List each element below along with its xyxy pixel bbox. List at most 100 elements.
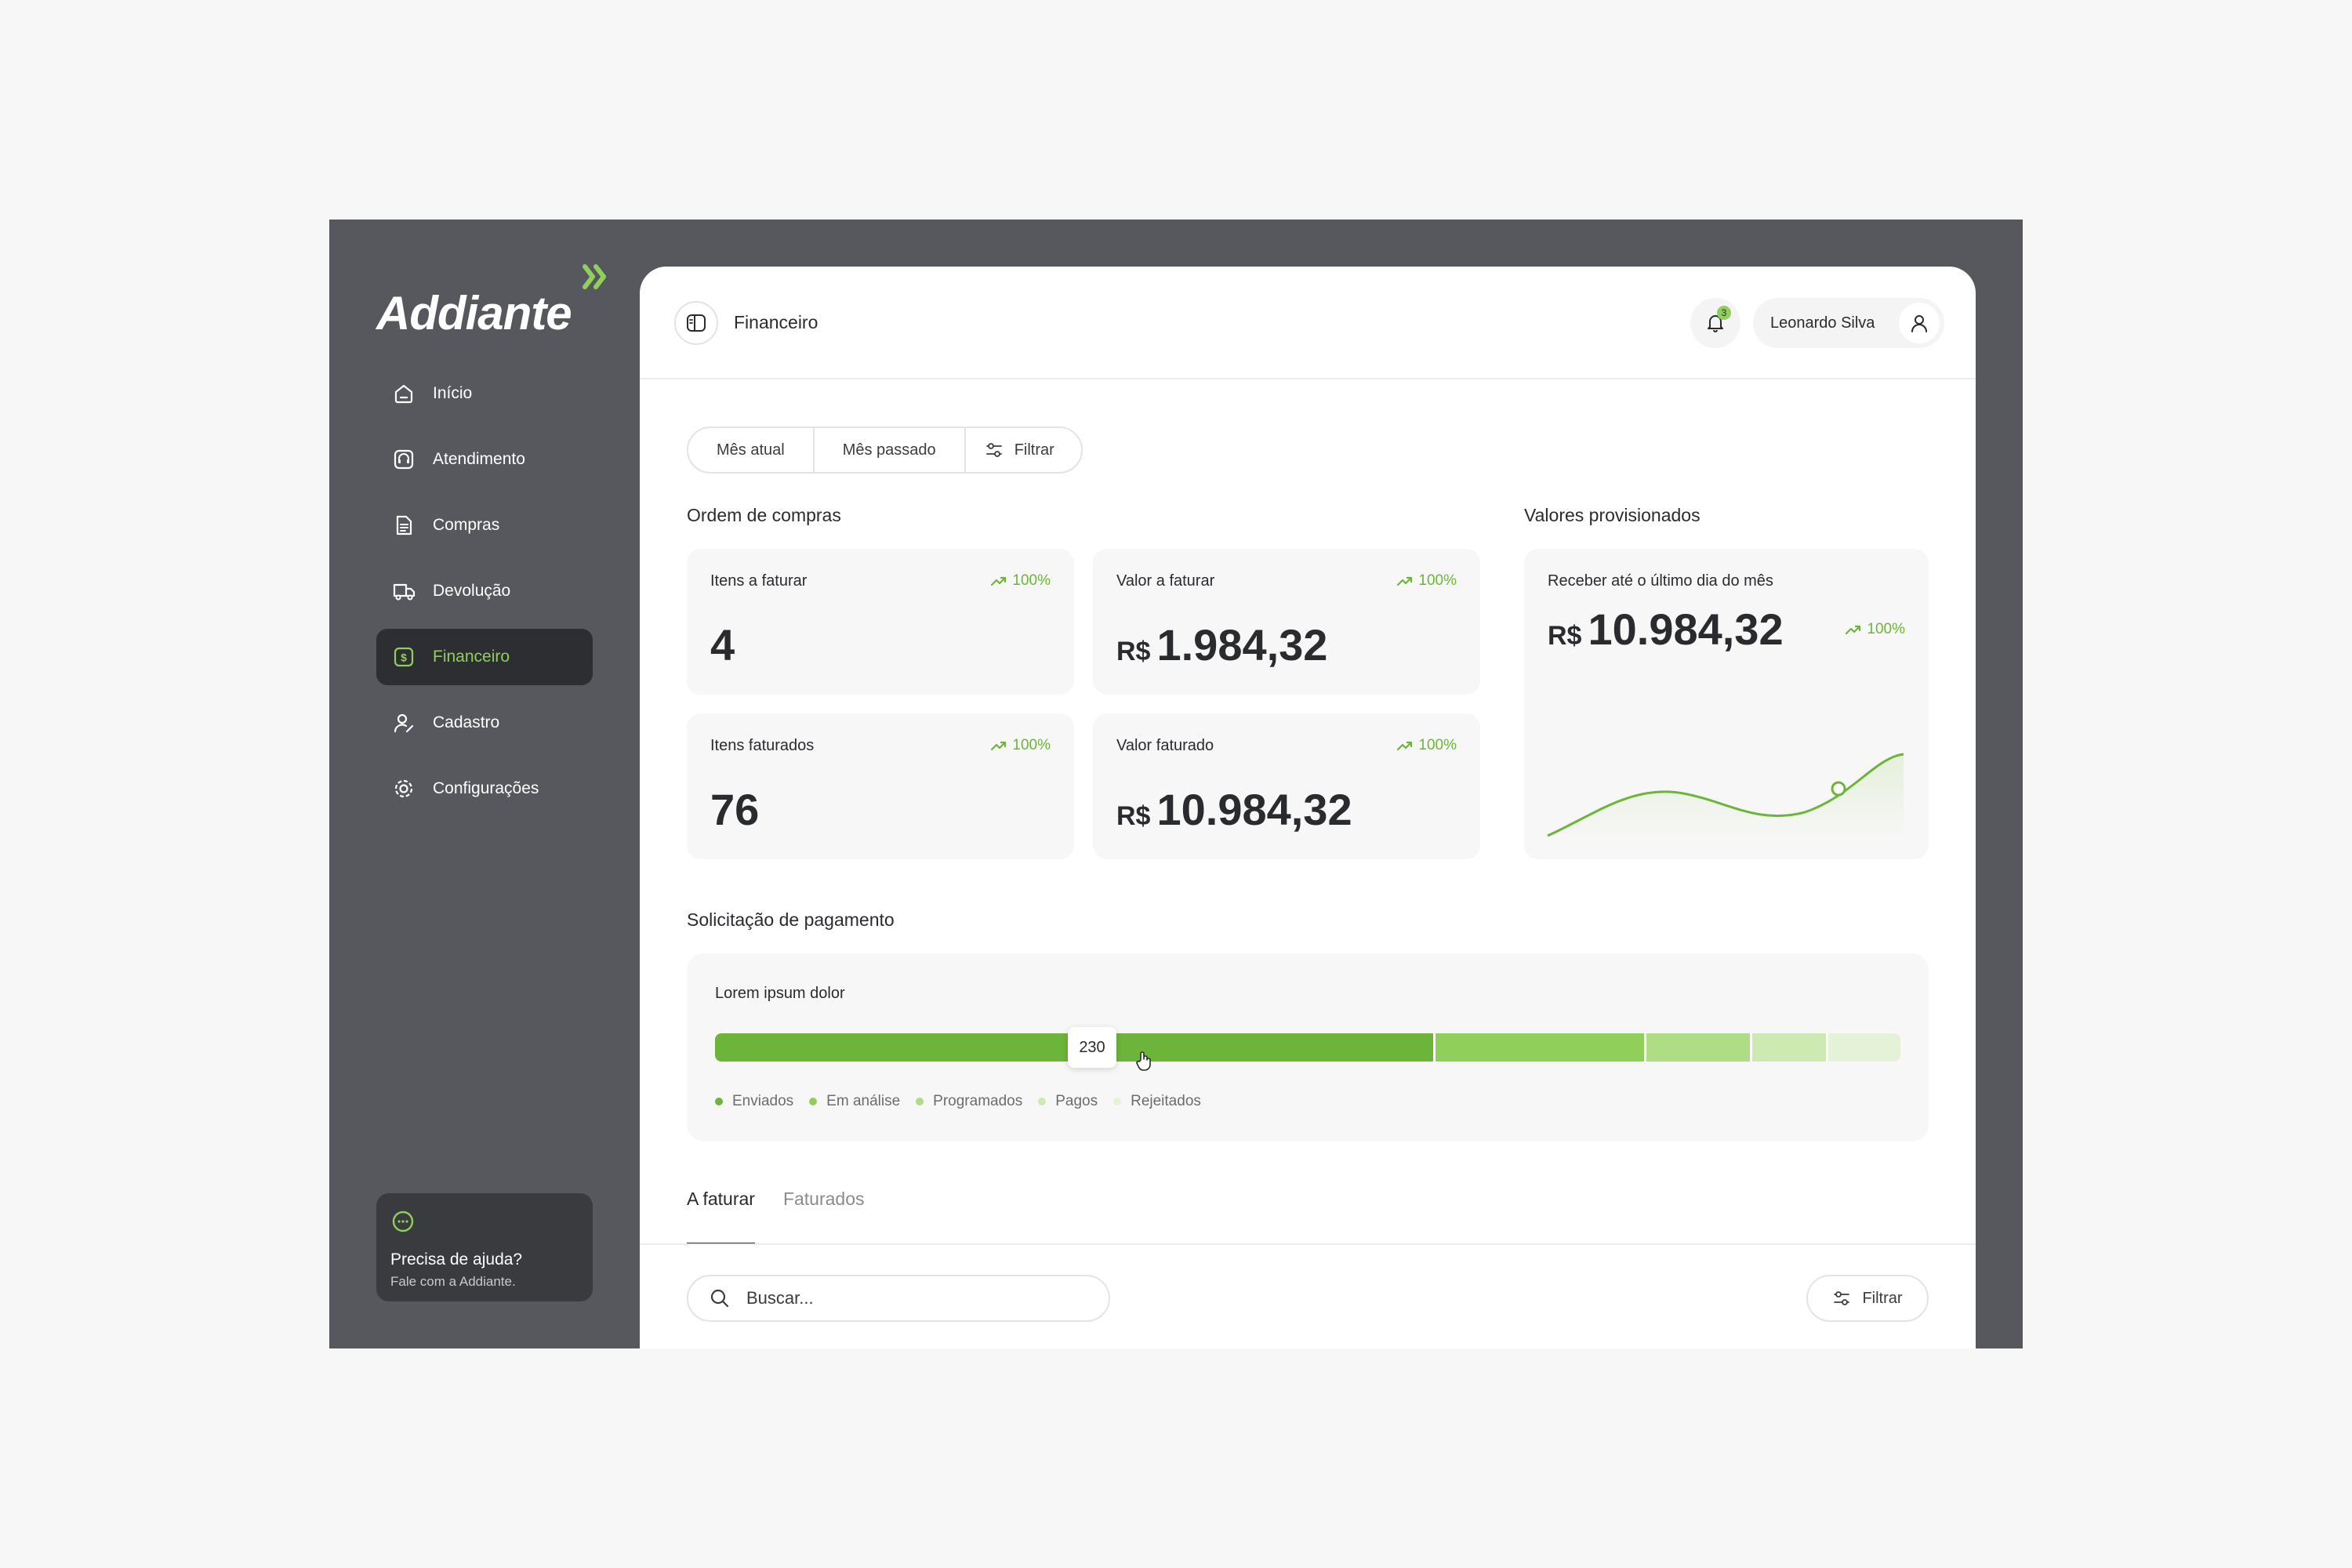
legend-dot [1113, 1098, 1122, 1105]
currency-symbol: R$ [1116, 637, 1151, 666]
trend-up-icon [1397, 576, 1413, 586]
card-label: Itens faturados [710, 737, 815, 754]
help-title: Precisa de ajuda? [390, 1250, 523, 1269]
notification-badge: 3 [1717, 306, 1731, 320]
user-name: Leonardo Silva [1770, 314, 1875, 332]
bar-tooltip: 230 [1068, 1027, 1116, 1068]
payment-title: Solicitação de pagamento [687, 909, 895, 930]
period-filter: Mês atual Mês passado Filtrar [687, 426, 1083, 474]
double-chevron-icon [583, 264, 606, 289]
legend-label: Rejeitados [1131, 1093, 1201, 1109]
invoiced-items-card: Itens faturados 100% 76 [687, 713, 1074, 859]
card-value: 1.984,32 [1156, 620, 1328, 670]
card-amount: R$ 10.984,32 [1548, 604, 1784, 655]
trend-badge: 100% [1845, 621, 1905, 638]
trend-up-icon [1397, 741, 1413, 751]
chat-icon [392, 1210, 414, 1232]
card-amount: R$ 1.984,32 [1116, 619, 1327, 670]
bar-segment-1[interactable] [1436, 1033, 1647, 1062]
app-window: Addiante Início Atendimento [329, 220, 2023, 1348]
sidebar-item-cadastro[interactable]: Cadastro [376, 695, 593, 751]
legend-label: Pagos [1055, 1093, 1098, 1109]
table-filter-button[interactable]: Filtrar [1806, 1275, 1929, 1322]
currency-symbol: R$ [1548, 621, 1582, 651]
filter-label: Filtrar [1862, 1289, 1903, 1307]
sidebar-item-atendimento[interactable]: Atendimento [376, 431, 593, 488]
sliders-icon [1834, 1291, 1850, 1305]
sidebar-item-financeiro[interactable]: $ Financeiro [376, 629, 593, 685]
legend-item: Enviados [715, 1093, 793, 1110]
trend-value: 100% [1418, 737, 1457, 753]
hand-cursor-icon [1136, 1051, 1151, 1071]
dollar-icon: $ [392, 645, 416, 669]
svg-text:$: $ [401, 652, 407, 664]
bar-segment-2[interactable] [1646, 1033, 1752, 1062]
sidebar-nav: Início Atendimento Compras Devolução [376, 365, 593, 826]
user-edit-icon [392, 711, 416, 735]
page-title: Financeiro [734, 312, 818, 332]
card-amount: R$ 10.984,32 [1116, 784, 1352, 835]
sidebar-item-label: Compras [433, 516, 500, 534]
sidebar-item-inicio[interactable]: Início [376, 365, 593, 422]
search-box [687, 1275, 1110, 1322]
sidebar-toggle-button[interactable] [674, 301, 718, 345]
tab-faturados[interactable]: Faturados [782, 1189, 865, 1209]
card-label: Valor faturado [1116, 737, 1214, 754]
payment-label: Lorem ipsum dolor [715, 985, 845, 1002]
bar-segment-4[interactable] [1828, 1033, 1900, 1062]
trend-value: 100% [1012, 572, 1051, 589]
sparkline-marker[interactable] [1831, 781, 1846, 797]
card-value: 10.984,32 [1156, 785, 1352, 834]
items-to-invoice-card: Itens a faturar 100% 4 [687, 549, 1074, 695]
logo: Addiante [376, 264, 606, 337]
legend-label: Programados [933, 1093, 1023, 1109]
sidebar-item-label: Cadastro [433, 713, 500, 731]
sidebar: Addiante Início Atendimento [329, 220, 640, 1348]
card-label: Itens a faturar [710, 572, 808, 590]
sparkline-line [1547, 753, 1904, 837]
main-panel: Financeiro 3 Leonardo Silva Mês atual Mê… [640, 267, 1976, 1348]
sidebar-item-label: Início [433, 384, 473, 402]
payment-card: Lorem ipsum dolor 230 Enviados Em análise… [687, 953, 1929, 1142]
search-icon [710, 1289, 729, 1308]
filter-label: Filtrar [1014, 441, 1054, 459]
help-subtitle: Fale com a Addiante. [390, 1274, 516, 1289]
legend-dot [916, 1098, 924, 1105]
trend-badge: 100% [990, 572, 1051, 590]
provisioned-title: Valores provisionados [1524, 505, 1700, 525]
headset-icon [392, 448, 416, 471]
legend-label: Enviados [732, 1093, 794, 1109]
sidebar-item-configuracoes[interactable]: Configurações [376, 760, 593, 817]
user-menu[interactable]: Leonardo Silva [1753, 298, 1944, 348]
bar-segment-3[interactable] [1751, 1033, 1828, 1062]
document-icon [392, 514, 416, 537]
stacked-progress-bar[interactable] [715, 1033, 1900, 1062]
current-month-button[interactable]: Mês atual [688, 428, 815, 472]
invoice-tabs: A faturar Faturados [687, 1189, 893, 1245]
orders-title: Ordem de compras [687, 505, 841, 525]
search-input[interactable] [746, 1288, 1091, 1308]
user-icon [1911, 315, 1927, 332]
currency-symbol: R$ [1116, 801, 1151, 831]
card-value: 76 [710, 785, 760, 834]
tab-a-faturar[interactable]: A faturar [687, 1189, 755, 1245]
value-to-invoice-card: Valor a faturar 100% R$ 1.984,32 [1093, 549, 1480, 695]
trend-badge: 100% [1396, 572, 1457, 590]
help-card[interactable]: Precisa de ajuda? Fale com a Addiante. [376, 1193, 593, 1301]
tabs-divider [640, 1243, 1976, 1245]
sidebar-item-compras[interactable]: Compras [376, 497, 593, 554]
sidebar-item-label: Atendimento [433, 450, 525, 468]
sidebar-item-devolucao[interactable]: Devolução [376, 563, 593, 619]
filter-button[interactable]: Filtrar [966, 428, 1081, 472]
notifications-button[interactable]: 3 [1690, 298, 1740, 348]
legend-item: Rejeitados [1113, 1093, 1201, 1110]
legend-item: Pagos [1038, 1093, 1098, 1110]
provisioned-card: Receber até o último dia do mês R$ 10.98… [1524, 549, 1929, 859]
trend-up-icon [1846, 625, 1861, 635]
top-bar: Financeiro 3 Leonardo Silva [640, 267, 1976, 379]
legend-item: Programados [916, 1093, 1022, 1110]
sliders-icon [985, 443, 1002, 457]
last-month-button[interactable]: Mês passado [815, 428, 966, 472]
sparkline-chart [1547, 753, 1904, 839]
panel-icon [687, 314, 706, 332]
